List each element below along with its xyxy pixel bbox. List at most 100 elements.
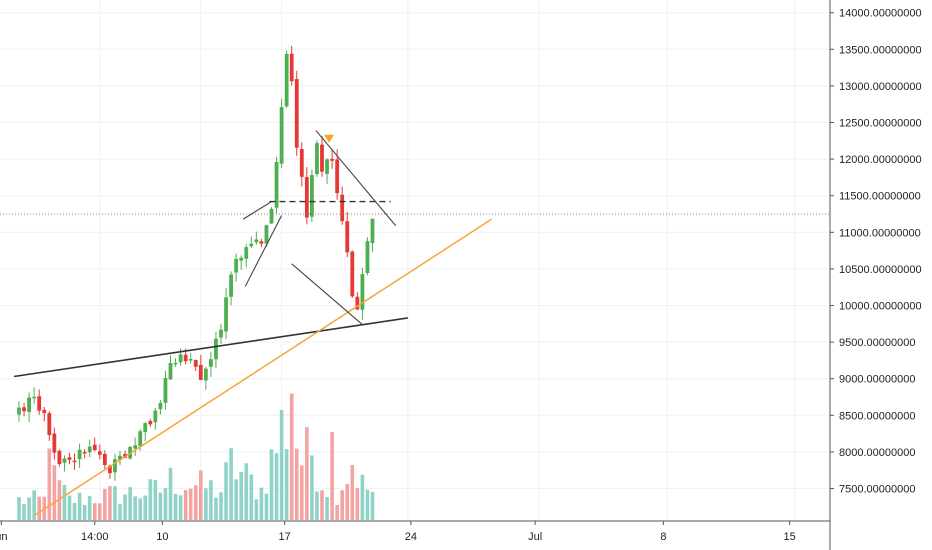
time-tick-label: 14:00 bbox=[81, 531, 109, 543]
price-tick-label: 8000.00000000 bbox=[839, 447, 915, 459]
candle-body bbox=[102, 453, 107, 465]
volume-bar bbox=[153, 479, 158, 520]
volume-bar bbox=[108, 486, 112, 520]
candle-body bbox=[17, 407, 21, 415]
wedge-upper-line bbox=[315, 130, 397, 227]
volume-bar bbox=[355, 488, 360, 520]
candle-body bbox=[47, 413, 52, 436]
channel-lower-line bbox=[244, 215, 283, 287]
volume-bar bbox=[17, 497, 21, 520]
candle-body bbox=[264, 225, 269, 244]
volume-bar bbox=[224, 462, 228, 520]
volume-bar bbox=[173, 494, 178, 520]
candle-body bbox=[72, 460, 77, 463]
volume-bar bbox=[92, 503, 97, 520]
candle-body bbox=[22, 407, 26, 412]
time-tick-label: un bbox=[0, 531, 7, 543]
volume-bar bbox=[199, 470, 203, 520]
volume-bar bbox=[158, 492, 163, 520]
price-tick-label: 14000.00000000 bbox=[839, 8, 922, 20]
volume-bar bbox=[214, 497, 218, 520]
candle-body bbox=[133, 445, 138, 449]
candle-body bbox=[168, 363, 173, 380]
candle-body bbox=[259, 241, 264, 244]
candle-body bbox=[330, 158, 334, 161]
time-tick-label: 17 bbox=[279, 531, 291, 543]
candle-body bbox=[315, 143, 319, 175]
down-triangle-marker-icon bbox=[324, 134, 335, 143]
volume-bar bbox=[254, 499, 259, 520]
volume-bar bbox=[264, 493, 269, 520]
volume-bar bbox=[365, 489, 370, 520]
volume-bar bbox=[305, 427, 309, 520]
candle-body bbox=[284, 53, 289, 107]
volume-bar bbox=[269, 449, 274, 520]
candle-body bbox=[92, 444, 97, 451]
axes bbox=[0, 0, 834, 550]
candle-body bbox=[355, 296, 360, 310]
candle-body bbox=[279, 107, 284, 164]
volume-bar bbox=[335, 504, 339, 520]
volume-bar bbox=[204, 488, 208, 520]
candle-body bbox=[219, 329, 223, 338]
price-tick-label: 12500.00000000 bbox=[839, 118, 922, 130]
candle-body bbox=[118, 455, 122, 461]
candle-body bbox=[188, 358, 193, 361]
candle-body bbox=[365, 241, 370, 273]
time-tick-label: 8 bbox=[660, 531, 666, 543]
candle-body bbox=[294, 79, 299, 148]
channel-upper-line bbox=[242, 201, 272, 220]
volume-bar bbox=[229, 448, 233, 520]
candle-body bbox=[360, 274, 365, 310]
volume-bar bbox=[340, 490, 344, 520]
candle-body bbox=[183, 354, 188, 362]
volume-bar bbox=[163, 487, 168, 520]
volume-bar bbox=[310, 455, 314, 520]
volume-bar bbox=[148, 479, 153, 520]
price-tick-label: 9000.00000000 bbox=[839, 374, 915, 386]
candle-body bbox=[340, 194, 345, 222]
volume-bar bbox=[67, 495, 72, 520]
candle-body bbox=[173, 362, 178, 365]
volume-bar bbox=[103, 488, 107, 520]
candle-body bbox=[198, 364, 203, 380]
volume-bar bbox=[87, 495, 92, 520]
candle-body bbox=[108, 465, 112, 474]
candle-body bbox=[350, 251, 355, 297]
candle-body bbox=[148, 421, 153, 425]
candle-body bbox=[325, 159, 329, 174]
volume-bar bbox=[345, 483, 350, 520]
candle-body bbox=[209, 359, 213, 367]
price-tick-label: 13500.00000000 bbox=[839, 44, 922, 56]
candle-body bbox=[27, 397, 31, 413]
volume-bar bbox=[360, 474, 365, 520]
candle-body bbox=[335, 159, 340, 194]
volume-bar bbox=[320, 490, 324, 520]
volume-bar bbox=[183, 490, 188, 520]
volume-bar bbox=[143, 495, 148, 520]
volume-bar bbox=[289, 393, 294, 520]
price-tick-label: 13000.00000000 bbox=[839, 81, 922, 93]
volume-bar bbox=[274, 453, 279, 520]
candlesticks bbox=[17, 45, 375, 481]
candle-body bbox=[153, 410, 158, 423]
candle-body bbox=[67, 457, 72, 460]
candle-body bbox=[32, 396, 37, 399]
candle-body bbox=[249, 243, 254, 247]
candle-body bbox=[143, 423, 148, 433]
volume-bar bbox=[315, 491, 319, 520]
price-tick-label: 9500.00000000 bbox=[839, 337, 915, 349]
volume-bar bbox=[350, 465, 355, 520]
candle-body bbox=[304, 176, 309, 218]
candle-body bbox=[299, 149, 304, 177]
volume-bar bbox=[279, 410, 284, 520]
volume-bar bbox=[325, 497, 329, 520]
volume-bar bbox=[98, 503, 102, 520]
volume-bar bbox=[239, 472, 243, 520]
resistance-trendline bbox=[13, 317, 408, 378]
volume-bar bbox=[72, 502, 77, 520]
volume-bar bbox=[370, 491, 375, 520]
candle-body bbox=[370, 218, 375, 244]
